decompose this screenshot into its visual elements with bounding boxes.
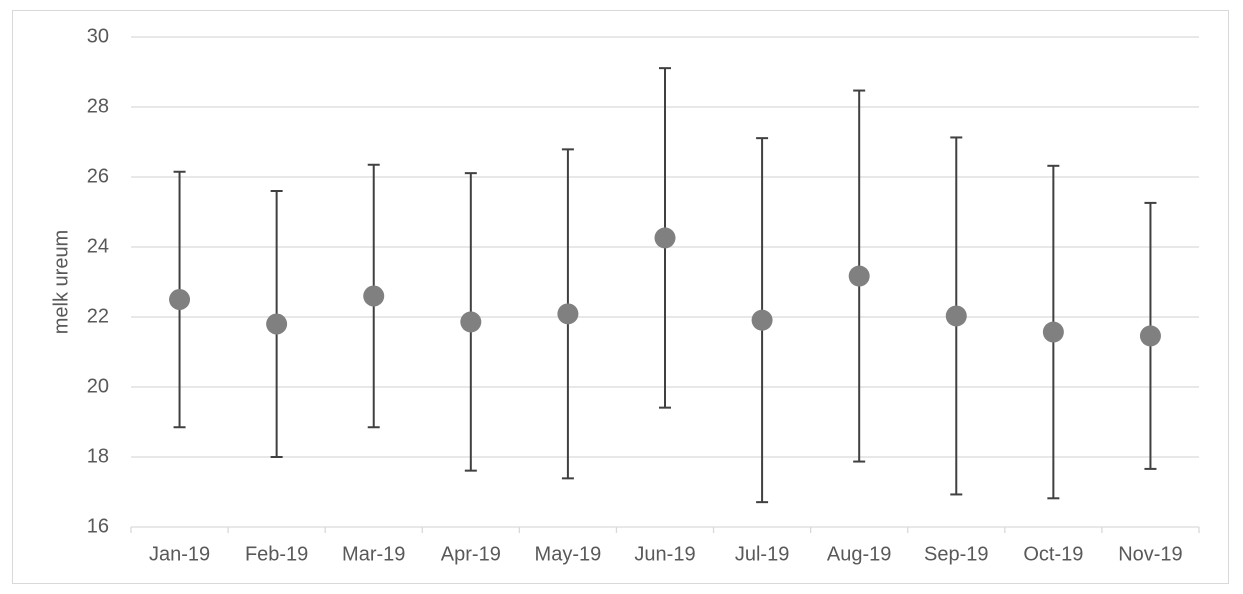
data-point xyxy=(1042,321,1064,343)
y-tick-label: 24 xyxy=(87,235,109,257)
data-point xyxy=(169,289,191,310)
data-point xyxy=(460,311,482,333)
data-point xyxy=(363,285,385,307)
x-tick-label: Jun-19 xyxy=(634,543,695,565)
data-point xyxy=(654,227,676,249)
data-point xyxy=(557,303,579,325)
x-tick-label: Nov-19 xyxy=(1118,543,1182,565)
chart-frame xyxy=(12,10,1229,584)
data-point xyxy=(848,265,870,287)
y-tick-label: 22 xyxy=(87,305,109,327)
y-tick-label: 26 xyxy=(87,165,109,187)
x-tick-label: Apr-19 xyxy=(441,543,501,565)
x-tick-label: Aug-19 xyxy=(827,543,892,565)
y-tick-label: 16 xyxy=(87,515,109,537)
data-point xyxy=(266,313,288,335)
y-tick-label: 18 xyxy=(87,445,109,467)
data-point xyxy=(751,309,773,331)
x-tick-label: Jan-19 xyxy=(149,543,210,565)
x-tick-label: Mar-19 xyxy=(342,543,405,565)
x-tick-label: Jul-19 xyxy=(735,543,789,565)
x-tick-label: Feb-19 xyxy=(245,543,308,565)
data-point xyxy=(1139,325,1161,347)
data-point xyxy=(945,305,967,327)
y-tick-label: 28 xyxy=(87,95,109,117)
x-tick-label: May-19 xyxy=(535,543,602,565)
y-axis-label: melk ureum xyxy=(50,230,72,334)
x-tick-label: Sep-19 xyxy=(924,543,989,565)
x-tick-label: Oct-19 xyxy=(1023,543,1083,565)
y-tick-label: 20 xyxy=(87,375,109,397)
y-tick-label: 30 xyxy=(87,25,109,47)
